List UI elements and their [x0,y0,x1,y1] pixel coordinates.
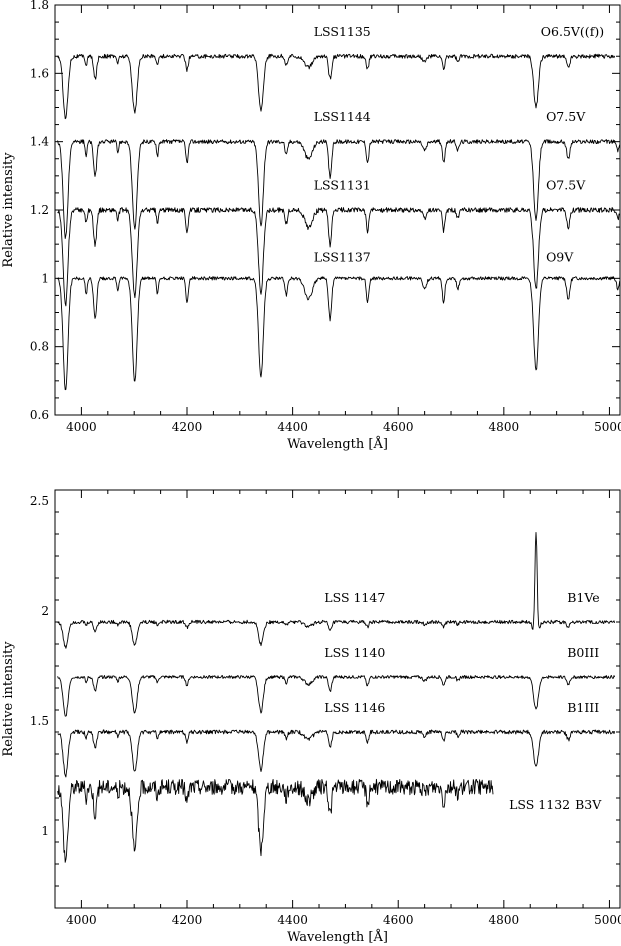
x-tick-label: 4200 [172,913,203,927]
spectral-type-label: B0III [567,645,599,660]
y-tick-label: 1.8 [30,0,49,12]
x-tick-label: 5000 [594,913,621,927]
y-tick-label: 0.8 [30,340,49,354]
spectrum-line [57,276,620,391]
top-panel: 4000 4200 4400 4600 4800 5000 0.6 0.8 1 1.2 1.4 1.6… [1,0,621,452]
spectrum-line [57,675,616,717]
star-name-label: LSS 1132 [509,797,570,812]
y-tick-label: 1.6 [30,66,49,80]
x-tick-label: 4600 [383,420,414,434]
star-name-label: LSS1131 [314,178,371,193]
spectral-type-label: B3V [575,797,602,812]
spectrum-line [57,778,494,863]
x-tick-label: 4800 [489,913,520,927]
spectral-type-label: O9V [546,249,574,264]
x-tick-label: 4800 [489,420,520,434]
y-axis-label: Relative intensity [1,152,16,268]
y-tick-label: 1.2 [30,203,49,217]
x-tick-label: 4000 [66,913,97,927]
star-name-label: LSS1144 [314,109,371,124]
x-tick-label: 4200 [172,420,203,434]
spectrum-line [57,139,620,239]
spectrum-line [57,53,616,120]
y-tick-label: 1 [41,271,49,285]
star-name-label: LSS1137 [314,249,371,264]
y-tick-label: 1.4 [30,135,49,149]
y-axis-label: Relative intensity [1,641,16,757]
spectral-type-label: B1III [567,700,599,715]
star-name-label: LSS 1146 [324,700,385,715]
y-tick-label: 2.5 [30,494,49,508]
star-name-label: LSS 1140 [324,645,385,660]
y-tick-label: 1 [41,824,49,838]
spectral-type-label: B1Ve [567,590,599,605]
star-name-label: LSS1135 [314,24,371,39]
x-tick-label: 4400 [277,913,308,927]
x-tick-label: 4400 [277,420,308,434]
star-name-label: LSS 1147 [324,590,385,605]
spectrum-line [57,532,616,649]
x-axis-label: Wavelength [Å] [287,929,388,945]
y-tick-label: 1.5 [30,714,49,728]
bottom-panel: 4000 4200 4400 4600 4800 5000 1 1.5 2 2.5 Waveleng… [1,489,621,945]
spectral-type-label: O7.5V [546,109,586,124]
y-tick-label: 2 [41,604,49,618]
y-tick-label: 0.6 [30,408,49,422]
spectral-type-label: O7.5V [546,178,586,193]
plot-frame [54,489,621,909]
spectrum-line [57,729,616,778]
x-tick-label: 4000 [66,420,97,434]
x-tick-label: 5000 [594,420,621,434]
spectrum-line [57,207,620,307]
x-axis-label: Wavelength [Å] [287,436,388,452]
spectral-type-label: O6.5V((f)) [541,24,604,39]
x-tick-label: 4600 [383,913,414,927]
